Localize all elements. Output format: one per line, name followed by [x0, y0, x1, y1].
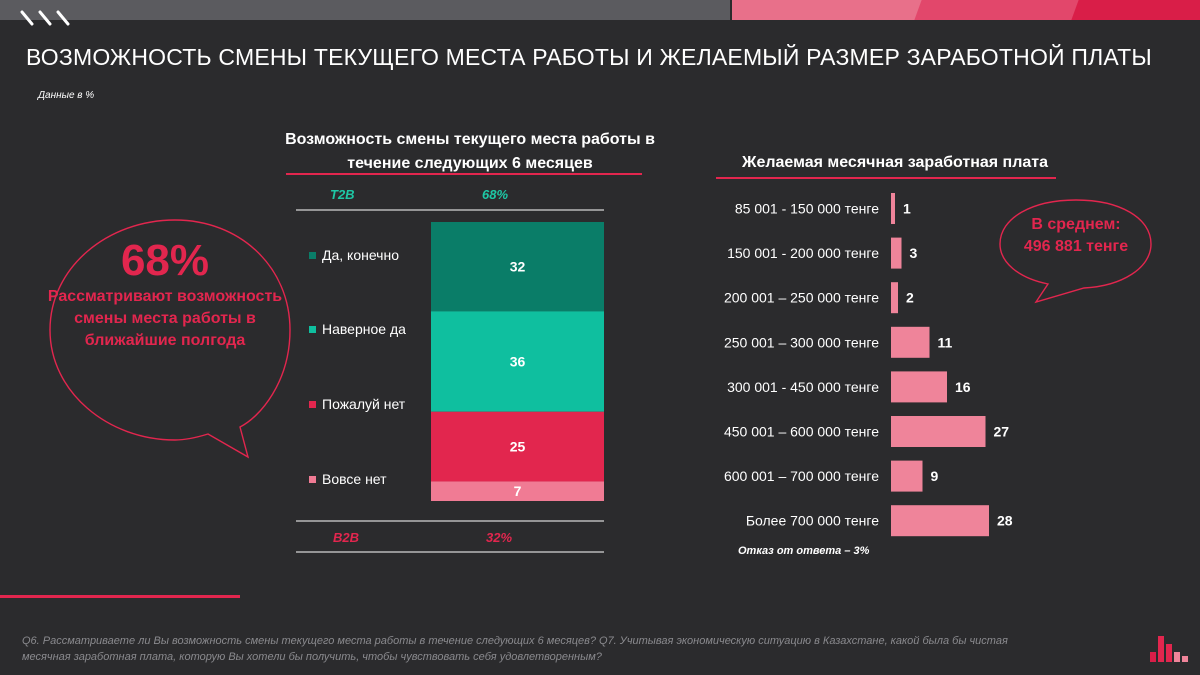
salary-bar	[891, 193, 895, 224]
salary-value-label: 2	[906, 290, 914, 306]
salary-value-label: 27	[994, 424, 1010, 440]
stacked-title-underline	[286, 173, 642, 175]
average-value: 496 881 тенге	[1023, 238, 1129, 255]
salary-bar	[891, 460, 923, 492]
page-title: ВОЗМОЖНОСТЬ СМЕНЫ ТЕКУЩЕГО МЕСТА РАБОТЫ …	[26, 44, 1152, 70]
salary-value-label: 9	[931, 468, 939, 484]
average-label: В среднем:	[1031, 216, 1121, 233]
footer-question-text: Q6. Рассматриваете ли Вы возможность сме…	[22, 635, 1008, 663]
salary-value-label: 11	[938, 334, 953, 350]
salary-bar	[891, 237, 902, 269]
callout-text: 68% Рассматривают возможность смены мест…	[40, 236, 290, 352]
salary-bar	[891, 326, 930, 358]
salary-title-underline	[716, 177, 1056, 179]
legend-swatch	[309, 325, 316, 333]
legend-label: Да, конечно	[322, 247, 399, 263]
salary-value-label: 28	[997, 513, 1013, 529]
salary-bar	[891, 371, 947, 403]
salary-bar	[891, 416, 986, 447]
salary-category-label: 85 001 - 150 000 тенге	[735, 201, 879, 217]
legend-swatch	[309, 475, 316, 483]
salary-category-label: 150 001 - 200 000 тенге	[727, 245, 879, 261]
t2b-label: T2B	[330, 187, 355, 202]
salary-value-label: 3	[910, 245, 918, 261]
callout-bubble	[49, 219, 291, 459]
legend-item-yes-definitely: Да, конечно	[309, 247, 399, 263]
stacked-bar-value-label: 32	[510, 259, 526, 275]
top-bar-pink-segment	[732, 0, 932, 20]
stacked-bar-value-label: 25	[510, 439, 526, 455]
salary-category-label: 600 001 – 700 000 тенге	[724, 468, 879, 484]
salary-category-label: 450 001 – 600 000 тенге	[724, 424, 879, 440]
legend-swatch	[309, 251, 316, 259]
footer-divider	[0, 595, 240, 598]
callout-percent: 68%	[120, 236, 210, 285]
salary-bar	[891, 505, 989, 537]
legend-label: Пожалуй нет	[322, 396, 406, 412]
salary-category-label: 200 001 – 250 000 тенге	[724, 290, 879, 306]
salary-category-label: 300 001 - 450 000 тенге	[727, 379, 879, 395]
legend-label: Вовсе нет	[322, 471, 387, 487]
average-bubble	[999, 199, 1152, 304]
b2b-label: B2B	[333, 530, 360, 545]
salary-chart-title: Желаемая месячная заработная плата	[741, 154, 1048, 171]
legend-item-definitely-not: Вовсе нет	[309, 471, 387, 487]
salary-bar	[891, 282, 898, 314]
top-bar-grey-segment	[0, 0, 730, 20]
legend-swatch	[309, 400, 316, 408]
b2b-value: 32%	[486, 530, 513, 545]
brand-logo-icon	[1150, 636, 1188, 662]
average-text: В среднем: 496 881 тенге	[1008, 214, 1144, 258]
salary-category-label: Более 700 000 тенге	[746, 513, 879, 529]
legend-item-probably-yes: Наверное да	[309, 321, 406, 337]
t2b-value: 68%	[482, 187, 509, 202]
slashes-icon	[20, 10, 70, 26]
stacked-bar-segment	[431, 481, 604, 501]
top-accent-bar	[0, 0, 1200, 20]
salary-value-label: 16	[955, 379, 971, 395]
legend-item-probably-not: Пожалуй нет	[309, 396, 405, 412]
salary-value-label: 1	[903, 201, 911, 217]
stacked-chart-title: Возможность смены текущего места работы …	[285, 131, 655, 172]
salary-category-label: 250 001 – 300 000 тенге	[724, 334, 879, 350]
stacked-bar-segment	[431, 222, 604, 312]
stacked-bar-segment	[431, 411, 604, 482]
stacked-bar-segment	[431, 311, 604, 412]
stacked-bar-value-label: 36	[510, 354, 526, 370]
units-note: Данные в %	[38, 90, 95, 101]
callout-description: Рассматривают возможность смены места ра…	[47, 288, 283, 349]
refusal-note: Отказ от ответа – 3%	[738, 545, 870, 557]
stacked-bar-value-label: 7	[514, 483, 522, 499]
legend-label: Наверное да	[322, 321, 406, 337]
